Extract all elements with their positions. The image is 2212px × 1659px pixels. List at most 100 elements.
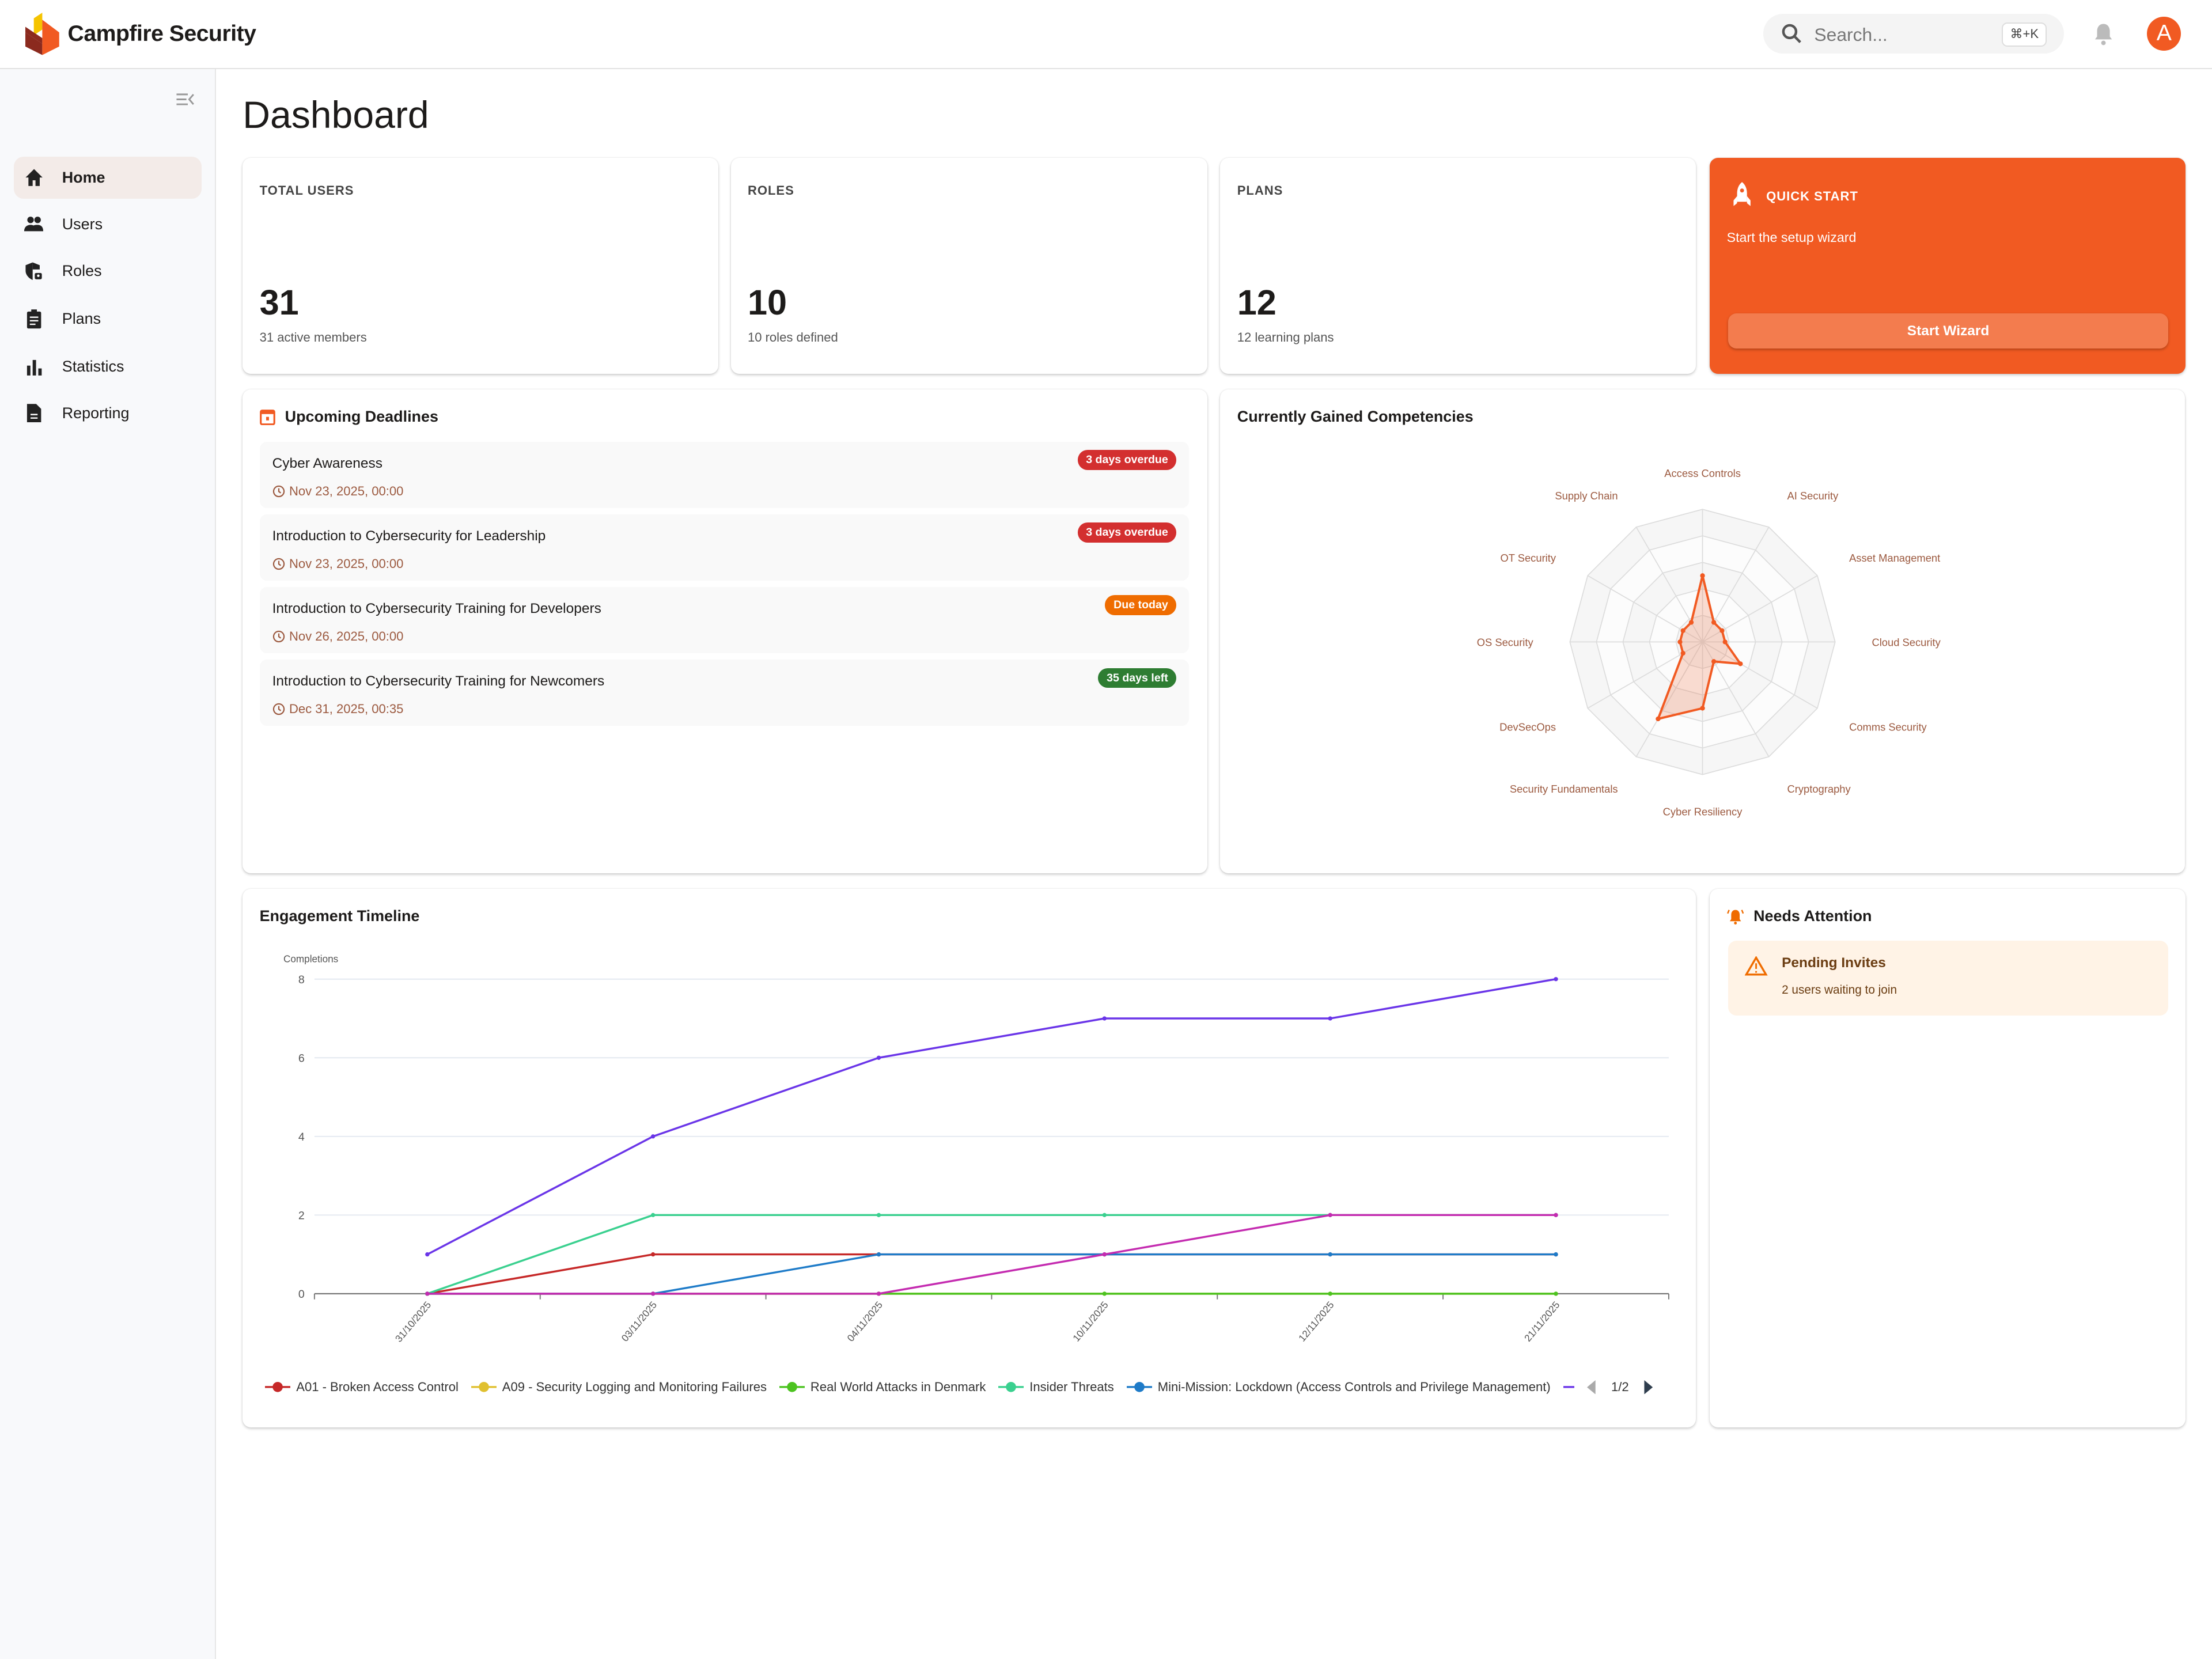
radar-axis-label: Comms Security [1849, 721, 1927, 733]
data-point [1102, 1213, 1107, 1217]
legend-label: A09 - Security Logging and Monitoring Fa… [502, 1380, 767, 1395]
stat-value: 12 [1237, 282, 1277, 322]
sidebar-item-reporting[interactable]: Reporting [14, 392, 202, 434]
deadline-item[interactable]: Introduction to Cybersecurity Training f… [259, 659, 1190, 726]
avatar[interactable]: A [2147, 17, 2181, 51]
radar-point [1656, 716, 1661, 722]
status-badge: 3 days overdue [1077, 450, 1177, 470]
stat-card-plans: PLANS 12 12 learning plans [1220, 158, 1696, 374]
sidebar-item-label: Reporting [62, 404, 130, 422]
legend-marker-icon [471, 1382, 497, 1392]
legend-marker-icon [1126, 1382, 1152, 1392]
stat-card-roles: ROLES 10 10 roles defined [730, 158, 1208, 374]
radar-axis-label: OT Security [1501, 552, 1556, 564]
deadline-item[interactable]: Introduction to Cybersecurity Training f… [259, 586, 1190, 653]
deadline-item[interactable]: Introduction to Cybersecurity for Leader… [259, 514, 1190, 581]
deadline-date-text: Nov 23, 2025, 00:00 [289, 556, 404, 571]
radar-axis-label: DevSecOps [1499, 721, 1556, 733]
stat-value: 31 [259, 282, 299, 322]
y-tick-label: 8 [298, 974, 305, 986]
sidebar: Home Users Roles Plans Statistics Report… [0, 69, 216, 1659]
deadline-name: Cyber Awareness [272, 456, 382, 472]
x-tick-label: 04/11/2025 [845, 1299, 885, 1344]
legend-item[interactable]: Real World Attacks in Denmark [779, 1380, 986, 1395]
warning-icon [1745, 956, 1768, 976]
stat-label: PLANS [1237, 183, 1283, 198]
legend-marker-icon [1563, 1386, 1575, 1388]
stat-subtitle: 31 active members [259, 330, 367, 345]
start-wizard-button[interactable]: Start Wizard [1728, 313, 2169, 349]
data-point [651, 1134, 656, 1139]
home-icon [25, 169, 43, 187]
sidebar-item-roles[interactable]: Roles [14, 249, 202, 291]
legend-item[interactable]: A09 - Security Logging and Monitoring Fa… [471, 1380, 767, 1395]
data-point [1102, 1291, 1107, 1296]
legend-item[interactable]: Mini-Mission: Lockdown (Access Controls … [1126, 1380, 1551, 1395]
attention-item-pending-invites[interactable]: Pending Invites 2 users waiting to join [1728, 941, 2169, 1016]
next-page-icon[interactable] [1643, 1380, 1653, 1395]
status-badge: 35 days left [1098, 668, 1177, 688]
deadline-item[interactable]: Cyber Awareness Nov 23, 2025, 00:00 3 da… [259, 441, 1190, 508]
data-point [1554, 1213, 1558, 1217]
competencies-radar-chart: Access Controls AI Security Asset Manageme… [1477, 467, 1941, 818]
radar-point [1711, 620, 1717, 625]
y-tick-label: 4 [298, 1131, 305, 1143]
data-point [1328, 1213, 1333, 1217]
legend-item[interactable] [1563, 1381, 1575, 1393]
radar-axis-label: AI Security [1787, 490, 1839, 502]
radar-axis-label: OS Security [1477, 637, 1534, 649]
data-point [1328, 1291, 1333, 1296]
quick-start-card: QUICK START Start the setup wizard Start… [1710, 158, 2186, 374]
users-icon [24, 217, 43, 232]
attention-text: 2 users waiting to join [1782, 983, 1897, 997]
deadline-date: Nov 26, 2025, 00:00 [272, 629, 403, 644]
deadline-date-text: Nov 23, 2025, 00:00 [289, 484, 404, 498]
card-header: Upcoming Deadlines [259, 408, 438, 426]
sidebar-item-statistics[interactable]: Statistics [14, 346, 202, 388]
needs-attention-card: Needs Attention Pending Invites 2 users … [1710, 888, 2186, 1428]
data-point [877, 1213, 881, 1217]
previous-page-icon[interactable] [1587, 1380, 1597, 1395]
radar-point [1680, 628, 1686, 633]
attention-title: Pending Invites [1782, 955, 1886, 971]
sidebar-item-users[interactable]: Users [14, 203, 202, 245]
data-point [1554, 976, 1558, 982]
stat-subtitle: 10 roles defined [747, 330, 838, 345]
radar-axis [1702, 641, 1818, 709]
document-icon [26, 404, 41, 423]
radar-axis-label: Cryptography [1787, 783, 1851, 795]
radar-axis-label: Access Controls [1665, 467, 1741, 479]
bell-icon[interactable] [2092, 22, 2115, 47]
x-tick-label: 31/10/2025 [393, 1299, 433, 1344]
data-point [651, 1252, 656, 1257]
x-tick-label: 21/11/2025 [1522, 1299, 1562, 1344]
data-point [1328, 1252, 1333, 1257]
clock-icon [272, 485, 285, 498]
radar-axis-label: Supply Chain [1555, 490, 1618, 502]
legend-item[interactable]: A01 - Broken Access Control [265, 1380, 459, 1395]
rocket-icon [1733, 181, 1751, 206]
radar-point [1719, 628, 1725, 633]
sidebar-item-label: Users [62, 215, 103, 233]
x-tick-label: 12/11/2025 [1296, 1299, 1336, 1344]
legend-marker-icon [779, 1382, 805, 1392]
search-input[interactable]: Search... ⌘+K [1763, 14, 2064, 54]
stat-label: ROLES [747, 183, 794, 198]
card-title: Needs Attention [1753, 907, 1872, 925]
data-point [1102, 1252, 1107, 1257]
radar-point [1680, 650, 1686, 656]
clipboard-icon [26, 309, 41, 329]
series-line [427, 978, 1556, 1255]
sidebar-item-home[interactable]: Home [14, 156, 202, 199]
y-tick-label: 6 [298, 1052, 305, 1065]
collapse-sidebar-icon[interactable] [175, 92, 195, 107]
legend-item[interactable]: Insider Threats [998, 1380, 1114, 1395]
deadline-name: Introduction to Cybersecurity Training f… [272, 673, 605, 690]
radar-point [1738, 661, 1743, 666]
deadline-date: Nov 23, 2025, 00:00 [272, 556, 404, 571]
sidebar-item-plans[interactable]: Plans [14, 298, 202, 340]
deadline-date-text: Dec 31, 2025, 00:35 [289, 702, 404, 717]
quick-start-text: Start the setup wizard [1726, 230, 1857, 245]
calendar-icon [259, 409, 275, 425]
data-point [425, 1291, 430, 1296]
